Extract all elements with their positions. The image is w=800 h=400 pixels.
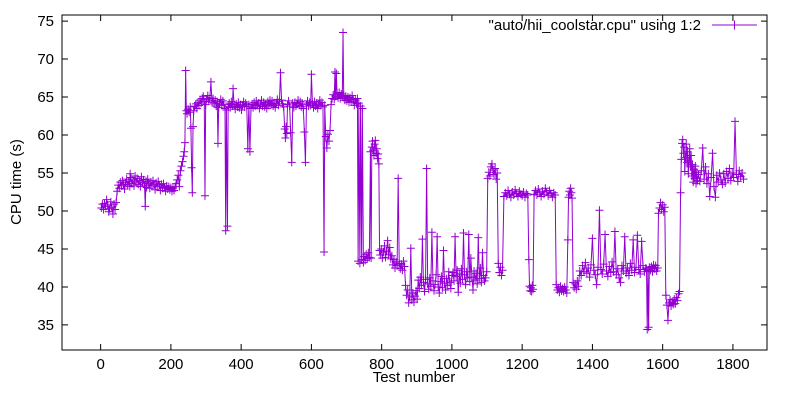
y-tick-label: 70 <box>37 51 54 68</box>
y-tick-label: 45 <box>37 241 54 258</box>
y-tick-label: 55 <box>37 165 54 182</box>
x-tick-label: 0 <box>96 356 104 373</box>
x-axis-label: Test number <box>373 369 456 386</box>
y-axis-label: CPU time (s) <box>8 139 25 225</box>
x-tick-label: 1000 <box>435 356 468 373</box>
y-tick-label: 65 <box>37 89 54 106</box>
x-tick-label: 1800 <box>716 356 749 373</box>
legend-line-sample-plus-icon <box>712 20 757 30</box>
legend-label: "auto/hii_coolstar.cpu" using 1:2 <box>489 17 701 34</box>
x-tick-label: 600 <box>299 356 324 373</box>
x-tick-label: 1400 <box>576 356 609 373</box>
x-tick-label: 400 <box>229 356 254 373</box>
legend: "auto/hii_coolstar.cpu" using 1:2 <box>489 17 757 34</box>
tick-labels: 0 200 400 600 800 1000 1200 1400 1600 1800 35 40 45 5… <box>37 13 749 373</box>
data-series-markers <box>97 28 748 334</box>
y-tick-label: 75 <box>37 13 54 30</box>
x-tick-label: 800 <box>369 356 394 373</box>
x-tick-label: 1600 <box>646 356 679 373</box>
y-tick-label: 40 <box>37 279 54 296</box>
x-tick-label: 1200 <box>505 356 538 373</box>
axes-frame-and-ticks <box>61 14 768 351</box>
y-tick-label: 35 <box>37 317 54 334</box>
y-tick-label: 60 <box>37 127 54 144</box>
x-tick-label: 200 <box>158 356 183 373</box>
plot-frame <box>61 14 768 351</box>
y-tick-label: 50 <box>37 203 54 220</box>
